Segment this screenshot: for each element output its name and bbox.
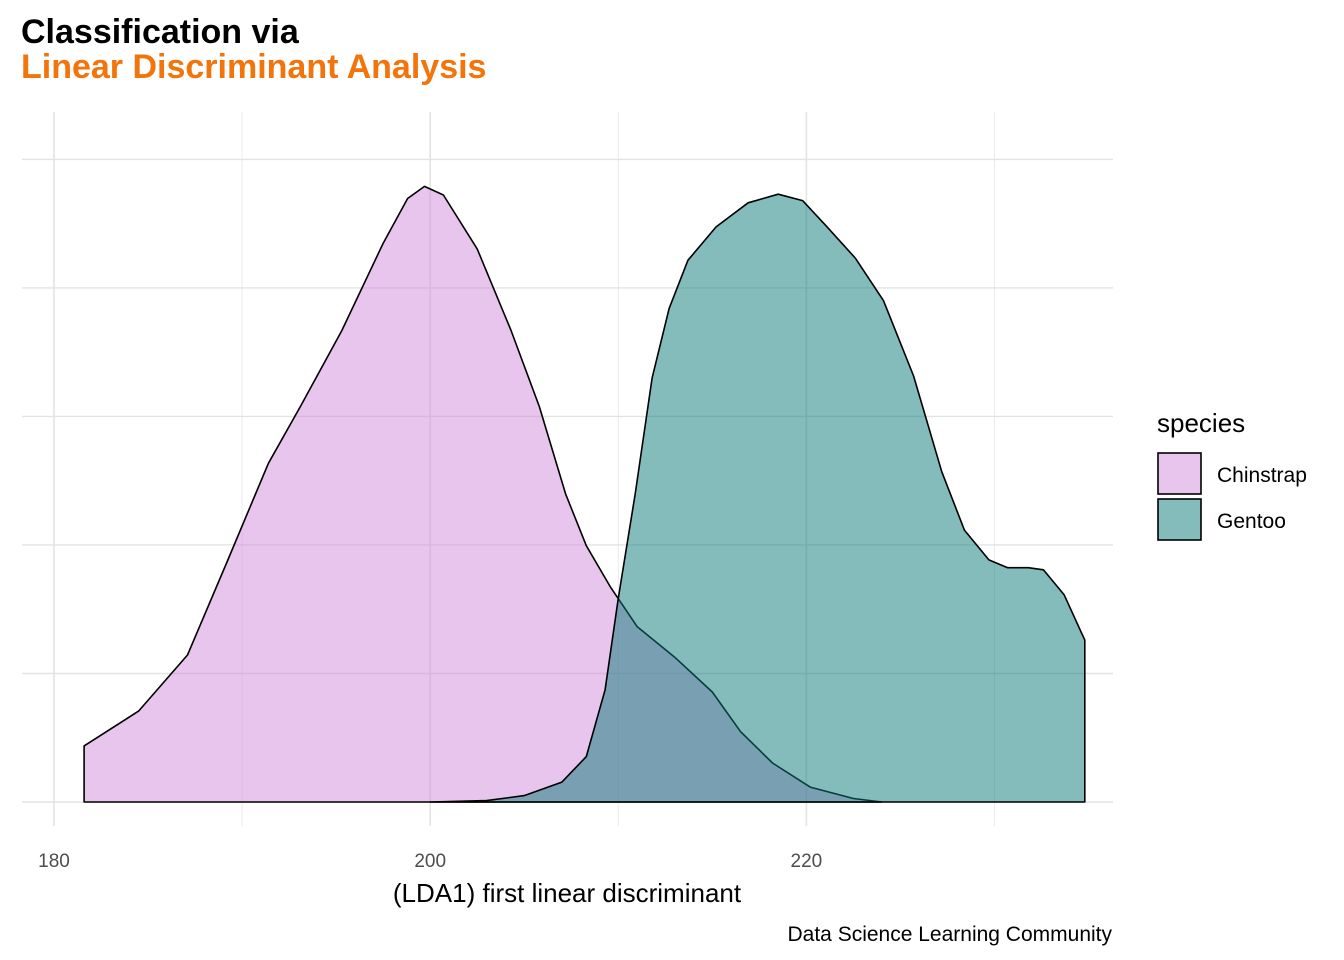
x-axis-ticks: 180 200 220 [38, 851, 822, 872]
x-axis-title: (LDA1) first linear discriminant [393, 878, 742, 908]
x-tick-label: 180 [38, 851, 70, 872]
legend: species Chinstrap Gentoo [1157, 408, 1307, 541]
chart-subtitle: Linear Discriminant Analysis [21, 48, 486, 86]
legend-key-chinstrap [1157, 452, 1202, 495]
x-tick-label: 220 [791, 851, 823, 872]
legend-label-gentoo: Gentoo [1217, 510, 1286, 533]
chart-title: Classification via [21, 13, 300, 51]
legend-label-chinstrap: Chinstrap [1217, 464, 1307, 487]
density-areas [83, 185, 1086, 803]
chart-caption: Data Science Learning Community [788, 923, 1113, 946]
legend-title: species [1157, 408, 1245, 438]
x-tick-label: 200 [414, 851, 446, 872]
legend-key-gentoo [1157, 498, 1202, 541]
density-area-gentoo [429, 193, 1086, 803]
